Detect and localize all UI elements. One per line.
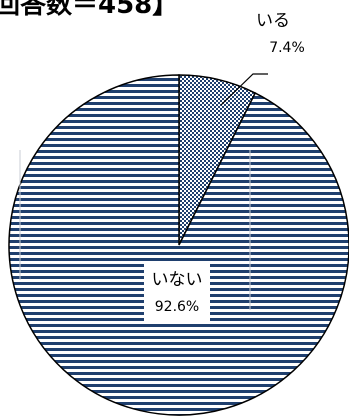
leader-line: [220, 73, 268, 106]
label-box-inai: [144, 261, 210, 323]
slice-value-inai: 92.6%: [155, 299, 199, 315]
slice-label-iru: いる: [256, 11, 290, 31]
slice-value-iru: 7.4%: [269, 40, 305, 56]
slice-label-inai: いない: [152, 270, 203, 290]
pie-slices: [8, 74, 349, 416]
pie-slice-1: [8, 74, 349, 416]
chart-title: 回答数＝458】: [0, 0, 178, 20]
